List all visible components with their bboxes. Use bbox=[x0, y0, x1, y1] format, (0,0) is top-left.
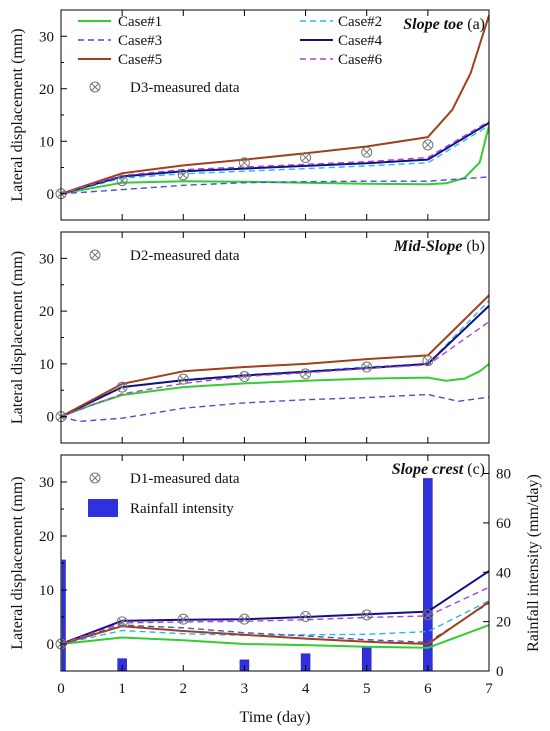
rainfall-bar bbox=[61, 559, 66, 672]
panel-title-text: Slope crest bbox=[392, 461, 468, 478]
y-tick-label: 20 bbox=[39, 304, 54, 320]
series-line-case5 bbox=[61, 294, 489, 418]
measured-point bbox=[300, 610, 312, 622]
series-line-case6 bbox=[61, 120, 489, 195]
measured-point bbox=[300, 368, 312, 380]
measured-point bbox=[238, 371, 250, 383]
legend: D2-measured data bbox=[89, 248, 240, 264]
panel-label: (b) bbox=[466, 238, 485, 255]
measured-point bbox=[177, 373, 189, 385]
legend: D1-measured data Rainfall intensity bbox=[88, 471, 240, 517]
y-axis-label: Lateral displacement (mm) bbox=[9, 251, 26, 424]
measured-point bbox=[422, 139, 434, 151]
y2-tick-label: 40 bbox=[496, 565, 511, 581]
legend-label: Case#2 bbox=[338, 14, 382, 30]
legend-label: Case#4 bbox=[338, 33, 383, 49]
y-tick-label: 30 bbox=[39, 29, 54, 45]
plot-frame bbox=[60, 231, 490, 444]
measured-point bbox=[116, 616, 128, 628]
panel-label: (a) bbox=[467, 16, 485, 33]
measured-point bbox=[238, 613, 250, 625]
legend-label: D1-measured data bbox=[130, 471, 240, 487]
series-line-case6 bbox=[61, 586, 489, 645]
legend-label: D3-measured data bbox=[130, 80, 240, 96]
y-tick-label: 10 bbox=[39, 357, 54, 373]
series-line-case4 bbox=[61, 305, 489, 418]
y-tick-label: 30 bbox=[39, 475, 54, 491]
y2-tick-label: 0 bbox=[496, 664, 504, 680]
panel-title: Mid-Slope (b) bbox=[393, 238, 485, 255]
measured-point bbox=[238, 157, 250, 169]
measured-point bbox=[361, 609, 373, 621]
panel-b: 0 10 20 30 Lateral displacement (mm) Mid-Slop… bbox=[9, 231, 490, 444]
series-line-case4 bbox=[61, 570, 489, 645]
panel-title-text: Slope toe bbox=[403, 16, 467, 33]
series-line-case3 bbox=[61, 176, 489, 195]
series-line-case5 bbox=[61, 601, 489, 645]
y-tick-label: 20 bbox=[39, 529, 54, 545]
measured-point bbox=[177, 169, 189, 181]
legend-measured-marker bbox=[89, 81, 101, 93]
x-tick-label: 5 bbox=[363, 681, 371, 697]
y-tick-label: 0 bbox=[47, 410, 55, 426]
panel-a: 0 10 20 30 Lateral displacement (mm) Slope to… bbox=[9, 9, 490, 221]
panel-c: 0 10 20 30 0 1 2 3 4 5 6 7 Time (day) Lateral displac… bbox=[9, 454, 542, 726]
y-tick-label: 20 bbox=[39, 82, 54, 98]
legend-measured-marker bbox=[89, 249, 101, 261]
series-line-case4 bbox=[61, 122, 489, 195]
x-tick-label: 1 bbox=[118, 681, 126, 697]
measured-point bbox=[177, 613, 189, 625]
y-tick-label: 30 bbox=[39, 251, 54, 267]
measured-point bbox=[116, 175, 128, 187]
x-tick-label: 0 bbox=[57, 681, 65, 697]
series-line-case2 bbox=[61, 600, 489, 645]
panel-title: Slope crest (c) bbox=[392, 461, 485, 478]
y-tick-label: 0 bbox=[47, 187, 55, 203]
series-line-case2 bbox=[61, 300, 489, 418]
series-line-case1 bbox=[61, 624, 489, 649]
legend-measured-marker bbox=[89, 472, 101, 484]
measured-point bbox=[300, 152, 312, 164]
series-line-case3 bbox=[61, 393, 489, 423]
measured-point bbox=[422, 609, 434, 621]
series-line-case1 bbox=[61, 125, 489, 195]
x-tick-label: 2 bbox=[180, 681, 188, 697]
x-tick-label: 7 bbox=[485, 681, 493, 697]
legend-label: Case#3 bbox=[118, 33, 162, 49]
x-axis-label: Time (day) bbox=[240, 709, 311, 726]
x-tick-label: 6 bbox=[424, 681, 432, 697]
legend-label: Case#5 bbox=[118, 52, 162, 68]
panel-label: (c) bbox=[467, 461, 485, 478]
x-tick-label: 4 bbox=[302, 681, 310, 697]
panel-title: Slope toe (a) bbox=[403, 16, 485, 33]
measured-point bbox=[422, 355, 434, 367]
measured-point bbox=[361, 146, 373, 158]
series-line-case1 bbox=[61, 363, 489, 418]
series-line-case2 bbox=[61, 124, 489, 195]
y-tick-label: 10 bbox=[39, 583, 54, 599]
y2-tick-label: 20 bbox=[496, 615, 511, 631]
panel-title-text: Mid-Slope bbox=[393, 238, 466, 255]
legend-label: Case#1 bbox=[118, 14, 162, 30]
legend-label: Rainfall intensity bbox=[130, 501, 234, 517]
y-tick-label: 10 bbox=[39, 134, 54, 150]
y-axis-label: Lateral displacement (mm) bbox=[9, 476, 26, 649]
x-tick-label: 3 bbox=[241, 681, 249, 697]
y2-axis-label: Rainfall intensity (mm/day) bbox=[525, 474, 542, 652]
y2-tick-label: 80 bbox=[496, 467, 511, 483]
legend-bar-swatch bbox=[88, 499, 118, 517]
y-tick-label: 0 bbox=[47, 637, 55, 653]
series-line-case6 bbox=[61, 321, 489, 418]
measured-point bbox=[116, 381, 128, 393]
y2-tick-label: 60 bbox=[496, 516, 511, 532]
measured-point bbox=[361, 361, 373, 373]
series-line-case3 bbox=[61, 602, 489, 645]
series-line-case5 bbox=[61, 14, 489, 195]
legend-label: Case#6 bbox=[338, 52, 383, 68]
legend-label: D2-measured data bbox=[130, 248, 240, 264]
legend: Case#1 Case#2 Case#3 Case#4 Case#5 Case#6 D3-m… bbox=[78, 14, 383, 96]
y-axis-label: Lateral displacement (mm) bbox=[9, 28, 26, 201]
